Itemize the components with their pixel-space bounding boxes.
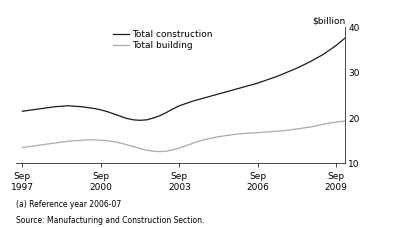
- Total construction: [138, 119, 143, 122]
- Text: $billion: $billion: [312, 17, 345, 26]
- Total construction: [157, 114, 162, 117]
- Total construction: [229, 89, 234, 92]
- Legend: Total construction, Total building: Total construction, Total building: [113, 30, 213, 50]
- Line: Total construction: Total construction: [22, 25, 369, 120]
- Total building: [236, 133, 241, 135]
- Total building: [229, 133, 234, 136]
- Text: (a) Reference year 2006-07: (a) Reference year 2006-07: [16, 200, 121, 209]
- Total building: [157, 150, 162, 153]
- Total construction: [236, 87, 241, 90]
- Total building: [216, 135, 221, 138]
- Total construction: [216, 93, 221, 95]
- Total building: [151, 150, 156, 153]
- Total building: [347, 119, 352, 122]
- Total building: [262, 131, 267, 133]
- Total construction: [79, 105, 84, 108]
- Text: Source: Manufacturing and Construction Section.: Source: Manufacturing and Construction S…: [16, 216, 204, 225]
- Total building: [20, 146, 25, 149]
- Total building: [79, 139, 84, 142]
- Total construction: [20, 110, 25, 113]
- Total building: [366, 121, 371, 124]
- Total construction: [262, 79, 267, 82]
- Line: Total building: Total building: [22, 120, 369, 152]
- Total construction: [366, 24, 371, 26]
